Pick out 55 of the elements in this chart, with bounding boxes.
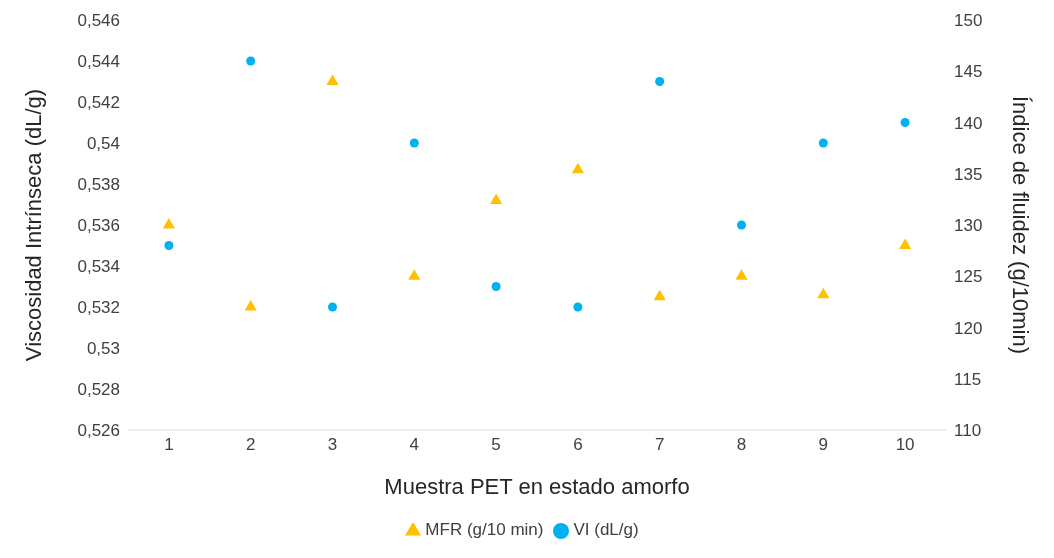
x-tick-label: 5 [491, 435, 501, 455]
y2-tick-label: 125 [954, 267, 983, 287]
point [573, 302, 583, 312]
point [409, 138, 419, 148]
x-tick-label: 8 [736, 435, 747, 455]
point [162, 217, 175, 229]
legend-label: MFR (g/10 min) [425, 520, 544, 539]
y-tick-label: 0,526 [77, 421, 120, 441]
y2-tick-label: 145 [954, 62, 983, 82]
x-tick-label: 9 [818, 435, 829, 455]
y-tick-label: 0,536 [77, 216, 120, 236]
y2-axis-title: Índice de fluidez (g/10min) [1008, 95, 1034, 355]
y2-tick-label: 135 [954, 164, 983, 184]
point [900, 117, 910, 128]
x-tick-label: 3 [327, 435, 338, 455]
y2-tick-label: 115 [954, 369, 982, 389]
point [491, 281, 501, 292]
y-tick-label: 0,542 [77, 93, 120, 113]
y-tick-label: 0,538 [77, 175, 120, 195]
point [571, 162, 584, 174]
point [735, 269, 748, 280]
point [246, 56, 256, 66]
x-tick-label: 6 [573, 435, 583, 455]
x-tick-label: 10 [895, 435, 915, 455]
point [326, 74, 339, 86]
point [653, 289, 666, 301]
x-axis-title: Muestra PET en estado amorfo [384, 474, 690, 499]
point [817, 287, 830, 299]
point [899, 238, 912, 250]
point [408, 269, 421, 280]
y-tick-label: 0,54 [86, 134, 120, 154]
y2-tick-label: 150 [954, 11, 983, 31]
point [736, 220, 747, 230]
point [164, 240, 174, 251]
y-tick-label: 0,546 [77, 11, 120, 31]
x-tick-label: 4 [409, 435, 420, 455]
y-tick-label: 0,532 [77, 298, 120, 318]
y-tick-label: 0,534 [77, 257, 120, 277]
x-tick-label: 2 [245, 435, 256, 455]
point [327, 302, 338, 312]
point [244, 299, 257, 311]
y-tick-label: 0,53 [86, 339, 120, 359]
y2-tick-label: 130 [954, 216, 983, 236]
y2-tick-label: 120 [954, 318, 983, 338]
y-axis-title: Viscosidad Intrínseca (dL/g) [20, 88, 46, 362]
x-tick-label: 1 [164, 435, 174, 455]
point [490, 193, 503, 204]
y2-tick-label: 110 [954, 421, 982, 441]
point [818, 138, 828, 148]
point [655, 76, 665, 87]
y-tick-label: 0,544 [77, 52, 120, 72]
y-tick-label: 0,528 [77, 380, 120, 400]
legend-label: VI (dL/g) [573, 520, 639, 539]
y2-tick-label: 140 [954, 113, 983, 133]
x-tick-label: 7 [654, 435, 665, 455]
